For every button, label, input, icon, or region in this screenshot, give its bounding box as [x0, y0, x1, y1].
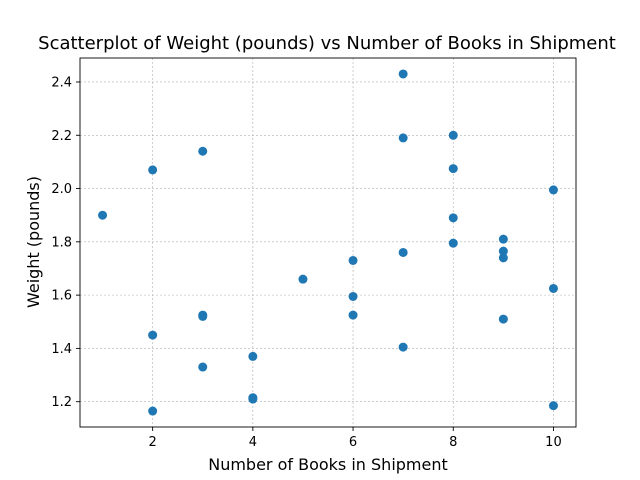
- grid-layer: [80, 58, 576, 427]
- y-tick-label: 1.4: [51, 342, 72, 357]
- x-tick-label: 8: [449, 435, 457, 450]
- scatter-point: [348, 255, 358, 265]
- scatter-point: [198, 362, 208, 372]
- scatter-point: [498, 246, 508, 256]
- x-tick-label: 2: [149, 435, 157, 450]
- scatter-point: [198, 310, 208, 320]
- x-tick-label: 6: [349, 435, 357, 450]
- scatter-point: [198, 146, 208, 156]
- scatter-point: [448, 164, 458, 174]
- y-tick-label: 2.4: [51, 75, 72, 90]
- scatter-point: [448, 130, 458, 140]
- scatter-point: [548, 283, 558, 293]
- scatter-point: [448, 213, 458, 223]
- scatter-point: [348, 310, 358, 320]
- y-tick-label: 1.2: [51, 395, 72, 410]
- x-tick-label: 10: [545, 435, 562, 450]
- scatter-point: [248, 394, 258, 404]
- y-tick-label: 1.6: [51, 289, 72, 304]
- plot-area-frame: [79, 57, 577, 428]
- y-tick-label: 2.2: [51, 129, 72, 144]
- scatter-point: [398, 133, 408, 143]
- y-tick-label: 1.8: [51, 235, 72, 250]
- scatter-point: [398, 342, 408, 352]
- scatter-point: [148, 406, 158, 416]
- scatter-point: [398, 247, 408, 257]
- scatter-point: [98, 210, 108, 220]
- scatter-point: [248, 351, 258, 361]
- scatter-point: [498, 253, 508, 263]
- scatter-point: [498, 234, 508, 244]
- scatter-point: [548, 401, 558, 411]
- scatter-point: [448, 238, 458, 248]
- scatter-point: [148, 330, 158, 340]
- x-axis-label: Number of Books in Shipment: [208, 455, 448, 474]
- point-layer: [98, 69, 558, 416]
- y-tick-label: 2.0: [51, 182, 72, 197]
- scatter-point: [498, 314, 508, 324]
- scatter-point: [298, 274, 308, 284]
- y-axis-label: Weight (pounds): [24, 176, 43, 308]
- scatter-point: [398, 69, 408, 79]
- scatter-point: [548, 185, 558, 195]
- scatter-point: [148, 165, 158, 175]
- tick-layer: 2 4 6 8 10 1.2 1.4 1.6 1.8 2.0 2.2 2.4: [51, 75, 561, 450]
- x-tick-label: 4: [249, 435, 257, 450]
- chart-title: Scatterplot of Weight (pounds) vs Number…: [38, 33, 616, 54]
- scatter-point: [348, 291, 358, 301]
